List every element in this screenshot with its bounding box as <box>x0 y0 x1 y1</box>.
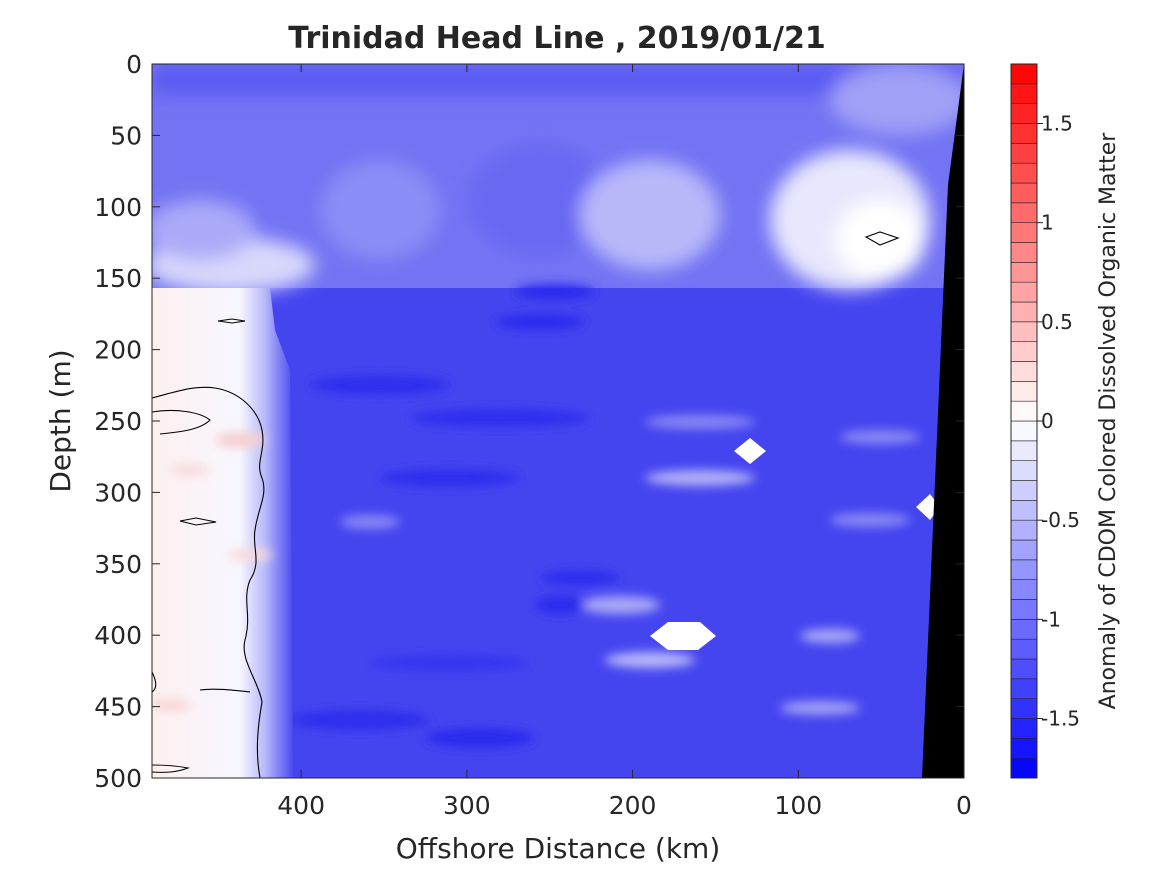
colorbar-level <box>1010 440 1038 461</box>
colorbar-tick-label: 1 <box>1041 211 1054 235</box>
x-axis-label: Offshore Distance (km) <box>396 832 721 865</box>
colorbar-level <box>1010 361 1038 382</box>
y-tick-label: 450 <box>94 693 142 722</box>
colorbar-level <box>1010 718 1038 739</box>
y-tick-label: 50 <box>110 121 142 150</box>
y-tick-label: 150 <box>94 264 142 293</box>
x-tick-label: 200 <box>609 791 657 820</box>
colorbar-level <box>1010 500 1038 521</box>
colorbar-level <box>1010 202 1038 223</box>
offshore-anomaly-region <box>152 288 293 778</box>
zero-contours <box>152 231 900 778</box>
colorbar-level <box>1010 63 1038 85</box>
colorbar-level <box>1010 222 1038 243</box>
colorbar-level <box>1010 143 1038 164</box>
y-axis-label: Depth (m) <box>44 349 77 492</box>
colorbar-level <box>1010 519 1038 541</box>
colorbar <box>1010 63 1038 779</box>
colorbar-level <box>1010 559 1038 580</box>
y-axis: 0 50 100 150 200 250 300 350 400 450 500 <box>94 50 964 793</box>
y-tick-label: 0 <box>126 50 142 79</box>
y-tick-label: 350 <box>94 550 142 579</box>
heatmap-field <box>152 64 964 778</box>
colorbar-level <box>1010 579 1038 600</box>
colorbar-level <box>1010 658 1038 680</box>
colorbar-tick-label: -1 <box>1041 607 1061 631</box>
colorbar-level <box>1010 301 1038 323</box>
colorbar-tick-label: -0.5 <box>1041 508 1080 532</box>
colorbar-level <box>1010 738 1038 759</box>
y-tick-label: 400 <box>94 621 142 650</box>
colorbar-level <box>1010 757 1038 779</box>
x-tick-label: 300 <box>443 791 491 820</box>
colorbar-ticks: 1.5 1 0.5 0 -0.5 -1 -1.5 <box>1037 112 1080 731</box>
y-tick-label: 200 <box>94 336 142 365</box>
colorbar-level <box>1010 698 1038 719</box>
colorbar-level <box>1010 381 1038 402</box>
colorbar-level <box>1010 341 1038 362</box>
x-tick-label: 400 <box>277 791 325 820</box>
y-tick-label: 500 <box>94 764 142 793</box>
colorbar-level <box>1010 242 1038 263</box>
colorbar-level <box>1010 539 1038 561</box>
colorbar-level <box>1010 281 1038 303</box>
chart-title: Trinidad Head Line , 2019/01/21 <box>288 21 825 56</box>
colorbar-level <box>1010 460 1038 481</box>
subsurface-streaks <box>290 284 920 748</box>
y-tick-label: 250 <box>94 407 142 436</box>
x-axis: 400 300 200 100 0 <box>277 64 972 820</box>
colorbar-level <box>1010 619 1038 640</box>
colorbar-tick-label: 1.5 <box>1041 112 1073 136</box>
colorbar-level <box>1010 400 1038 422</box>
white-spot-a <box>734 438 766 464</box>
upper-layer-patches <box>152 64 964 293</box>
colorbar-level <box>1010 83 1038 104</box>
colorbar-level <box>1010 599 1038 620</box>
colorbar-level <box>1010 103 1038 124</box>
colorbar-level <box>1010 262 1038 283</box>
colorbar-tick-label: 0 <box>1041 409 1054 433</box>
land-mask <box>922 64 964 778</box>
colorbar-level <box>1010 420 1038 442</box>
colorbar-level <box>1010 638 1038 660</box>
colorbar-level <box>1010 162 1038 184</box>
colorbar-label: Anomaly of CDOM Colored Dissolved Organi… <box>1096 132 1121 710</box>
colorbar-tick-label: 0.5 <box>1041 310 1073 334</box>
colorbar-level <box>1010 678 1038 699</box>
colorbar-level <box>1010 321 1038 342</box>
colorbar-level <box>1010 480 1038 501</box>
y-tick-label: 100 <box>94 193 142 222</box>
white-spot-b <box>650 622 716 650</box>
y-tick-label: 300 <box>94 478 142 507</box>
colorbar-tick-label: -1.5 <box>1041 707 1080 731</box>
x-tick-label: 0 <box>956 791 972 820</box>
x-tick-label: 100 <box>774 791 822 820</box>
colorbar-level <box>1010 182 1038 204</box>
colorbar-level <box>1010 123 1038 144</box>
offshore-pink-patches <box>152 432 272 711</box>
